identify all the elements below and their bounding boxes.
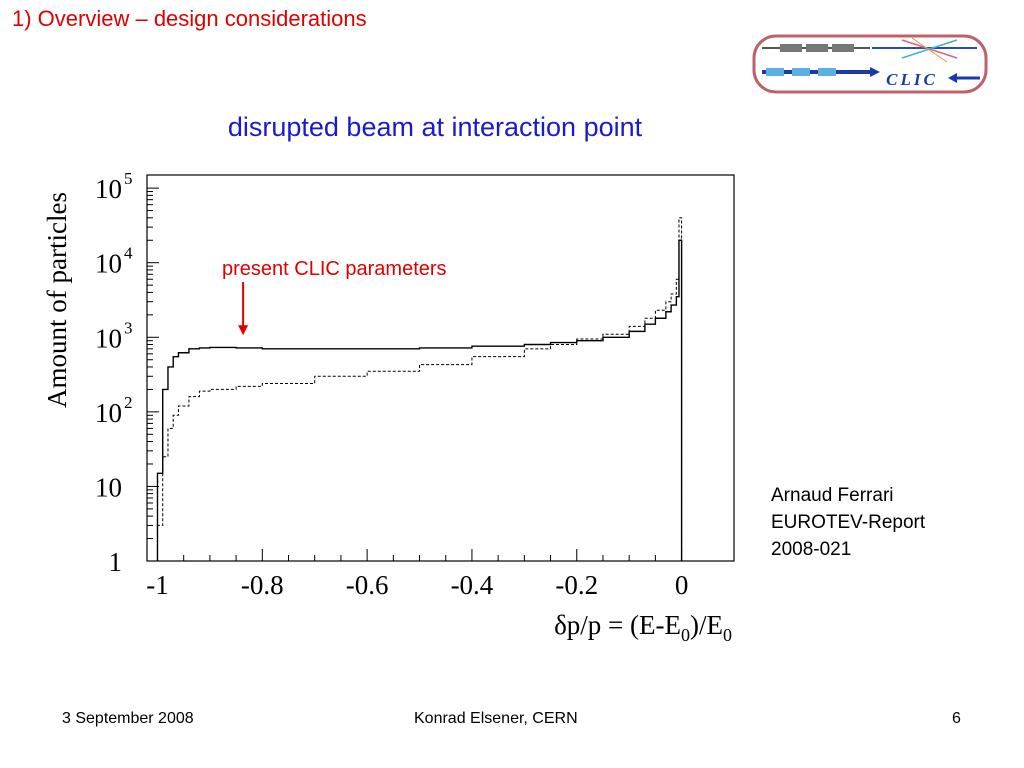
annotation-arrow-head [238, 325, 249, 336]
footer-date: 3 September 2008 [62, 710, 194, 727]
series-line-solid [156, 239, 683, 561]
side-note-line-3: 2008-021 [771, 539, 852, 560]
footer-author: Konrad Elsener, CERN [414, 710, 578, 727]
y-tick-label: 10 [95, 174, 122, 204]
side-note-line-2: EUROTEV-Report [771, 512, 926, 533]
x-tick-label: -1 [146, 570, 169, 600]
x-tick-label: 0 [675, 570, 689, 600]
logo-text: CLIC [886, 70, 938, 89]
y-tick-label: 10 [95, 398, 122, 428]
annotation-label: present CLIC parameters [222, 258, 447, 280]
y-tick-exponent: 3 [124, 318, 133, 337]
y-tick-label: 10 [95, 323, 122, 353]
y-tick-exponent: 4 [124, 244, 133, 263]
axis-ticks [147, 187, 683, 562]
slide-title: 1) Overview – design considerations [12, 6, 367, 31]
plot-frame [146, 174, 735, 562]
logo-graphic [762, 37, 980, 83]
series-line-dashed [156, 217, 683, 561]
chart-title: disrupted beam at interaction point [227, 112, 643, 142]
clic-logo: CLIC [752, 34, 988, 94]
y-tick-exponent: 2 [124, 393, 133, 412]
x-axis-label: δp/p = (E-E0)/E0 [554, 610, 732, 645]
series-layer [156, 217, 683, 561]
footer-page-number: 6 [952, 710, 961, 727]
x-tick-label: -0.8 [241, 570, 284, 600]
side-note-line-1: Arnaud Ferrari [771, 485, 894, 506]
x-tick-label: -0.6 [346, 570, 389, 600]
y-tick-label: 10 [95, 472, 122, 502]
side-note: Arnaud Ferrari EUROTEV-Report 2008-021 [771, 482, 925, 563]
y-tick-exponent: 5 [124, 169, 133, 188]
y-axis-label: Amount of particles [42, 192, 72, 408]
y-tick-label: 10 [95, 249, 122, 279]
annotation-arrow [238, 282, 249, 336]
y-tick-label: 1 [109, 547, 123, 577]
x-tick-label: -0.4 [451, 570, 494, 600]
x-tick-label: -0.2 [555, 570, 598, 600]
x-tick-labels: -1 -0.8 -0.6 -0.4 -0.2 0 [146, 570, 688, 600]
